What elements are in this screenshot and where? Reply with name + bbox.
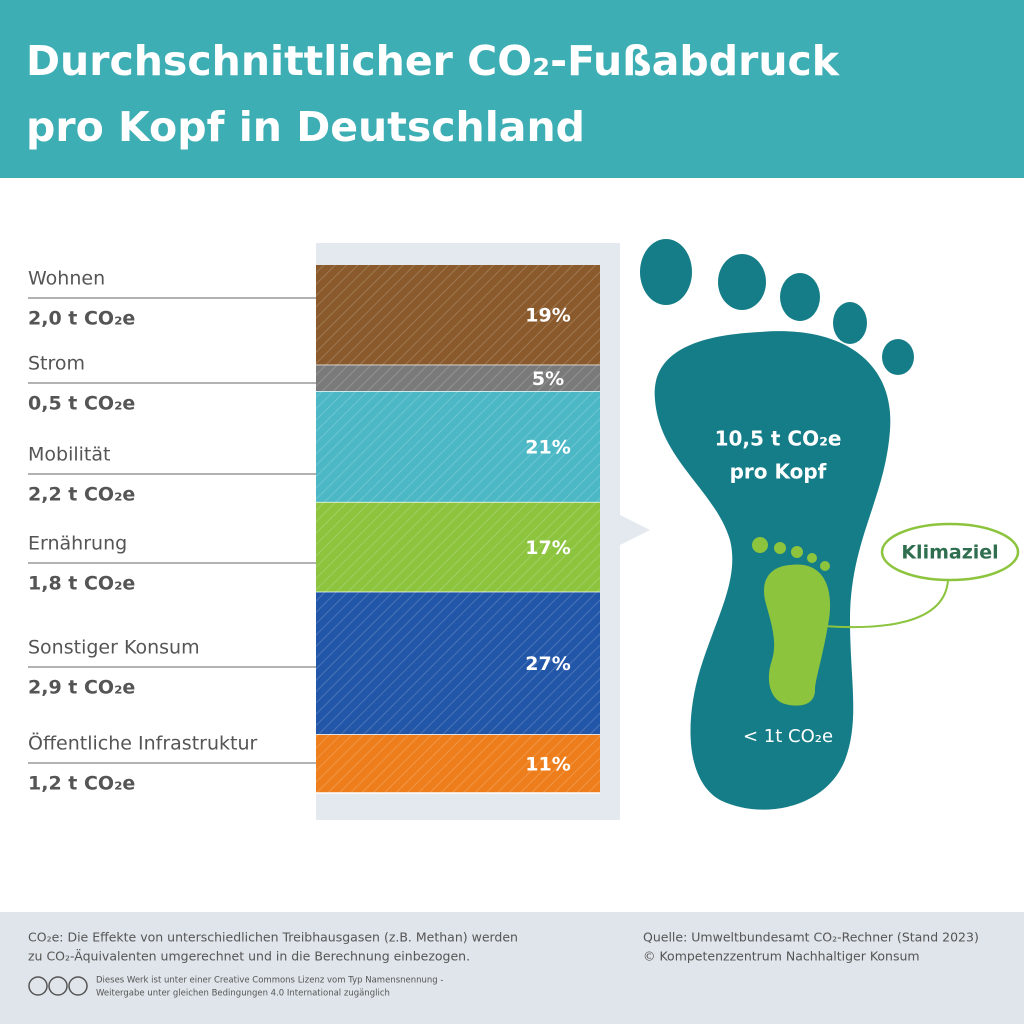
target-value: < 1t CO₂e	[743, 726, 833, 747]
hatch	[316, 265, 600, 366]
target-bubble	[880, 522, 1020, 582]
small-foot	[764, 564, 831, 706]
source-line: Quelle: Umweltbundesamt CO₂-Rechner (Sta…	[643, 930, 979, 945]
value-label: 5%	[532, 368, 564, 390]
hatch	[316, 391, 600, 503]
value-label: 21%	[525, 437, 570, 459]
license-line: Dieses Werk ist unter einer Creative Com…	[96, 976, 443, 986]
footer	[0, 912, 1024, 1024]
category-label: Wohnen	[28, 268, 105, 290]
toe	[780, 273, 820, 321]
category-label: Sonstiger Konsum	[28, 637, 200, 659]
footprint	[640, 239, 1020, 810]
small-toe	[807, 553, 817, 563]
value-label: 19%	[525, 305, 570, 327]
small-toe	[791, 546, 803, 558]
value-label: 27%	[525, 653, 570, 675]
toe	[833, 302, 867, 344]
value-label: 17%	[525, 537, 570, 559]
small-toe	[774, 542, 786, 554]
toe	[882, 339, 914, 375]
amount-label: 0,5 t CO₂e	[28, 393, 135, 415]
license-line: Weitergabe unter gleichen Bedingungen 4.…	[96, 989, 390, 999]
toe	[718, 254, 766, 310]
amount-label: 2,2 t CO₂e	[28, 484, 135, 506]
title-line: Durchschnittlicher CO₂-Fußabdruck	[26, 37, 841, 85]
title-line: pro Kopf in Deutschland	[26, 103, 585, 151]
category-label: Ernährung	[28, 533, 127, 555]
amount-label: 2,9 t CO₂e	[28, 677, 135, 699]
category-label: Mobilität	[28, 444, 110, 466]
amount-label: 1,2 t CO₂e	[28, 773, 135, 795]
hatch	[316, 592, 600, 735]
category-label: Öffentliche Infrastruktur	[28, 732, 257, 755]
header	[0, 0, 1024, 178]
toe	[640, 239, 692, 305]
value-label: 11%	[525, 753, 570, 775]
source-line: © Kompetenzzentrum Nachhaltiger Konsum	[643, 949, 920, 964]
big-foot	[654, 331, 891, 810]
small-toe	[820, 561, 830, 571]
amount-label: 1,8 t CO₂e	[28, 573, 135, 595]
hatch	[316, 734, 600, 793]
total-line: pro Kopf	[730, 460, 827, 484]
hatch	[316, 502, 600, 593]
note-line: zu CO₂-Äquivalenten umgerechnet und in d…	[28, 949, 470, 964]
note-line: CO₂e: Die Effekte von unterschiedlichen …	[28, 930, 518, 945]
small-toe	[752, 537, 768, 553]
hatch	[316, 365, 600, 392]
amount-label: 2,0 t CO₂e	[28, 308, 135, 330]
cc-icons	[28, 976, 88, 996]
total-line: 10,5 t CO₂e	[715, 427, 842, 451]
target-label: Klimaziel	[901, 542, 998, 564]
category-label: Strom	[28, 353, 85, 375]
connector	[823, 579, 949, 629]
